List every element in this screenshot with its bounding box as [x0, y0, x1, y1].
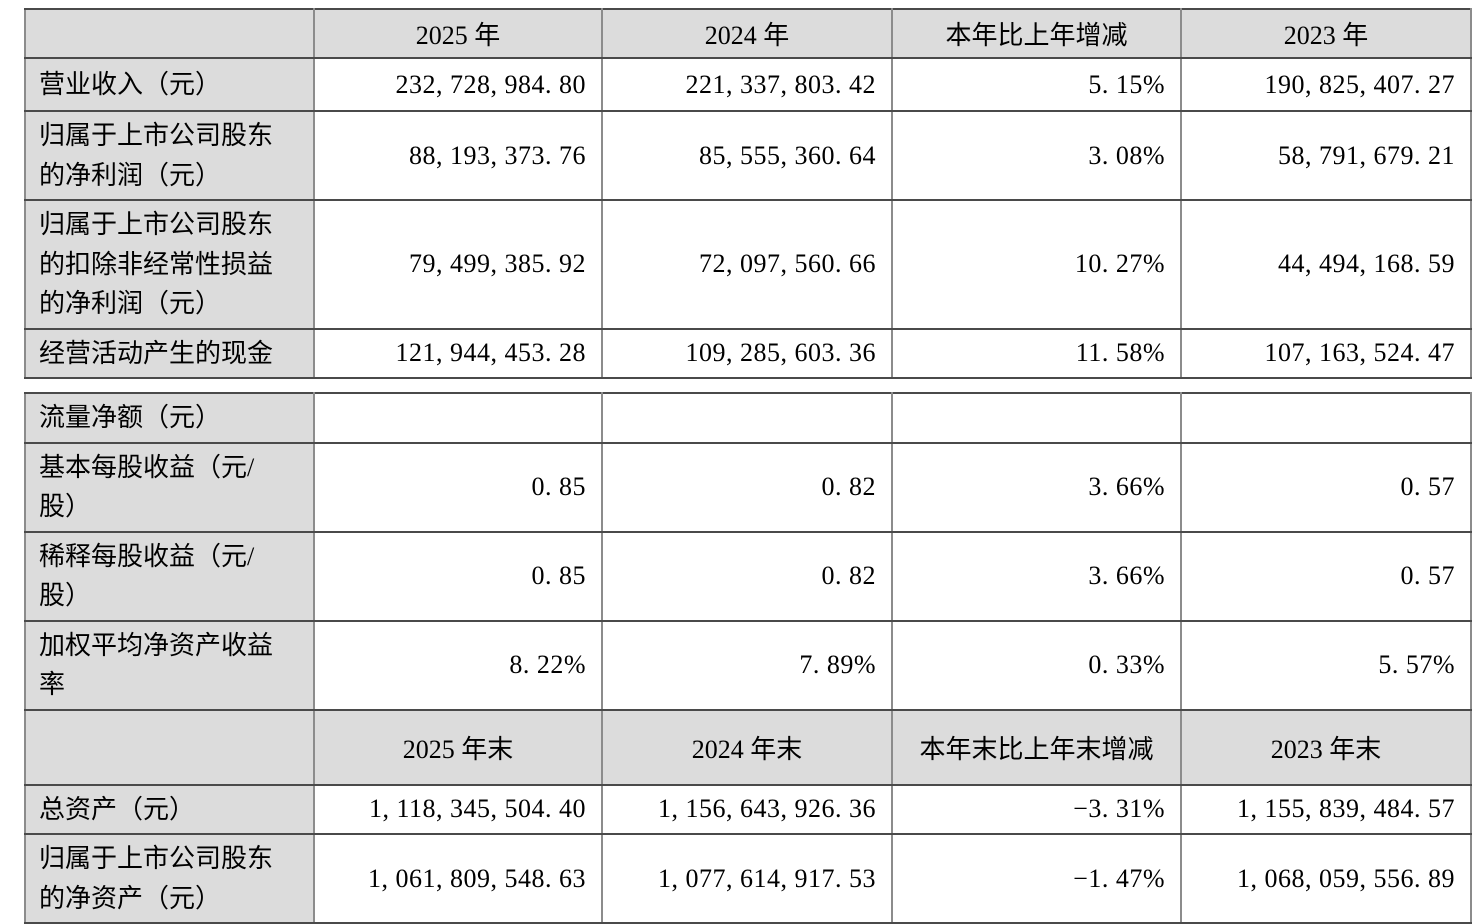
row-total-assets: 总资产（元） 1, 118, 345, 504. 40 1, 156, 643,… — [24, 783, 1472, 836]
value-2025: 0. 85 — [313, 441, 603, 533]
value-change: 10. 27% — [891, 199, 1182, 330]
value-2024: 72, 097, 560. 66 — [601, 199, 893, 330]
header-year-end-2023: 2023 年末 — [1180, 708, 1472, 786]
row-weighted-avg-roe: 加权平均净资产收益率 8. 22% 7. 89% 0. 33% 5. 57% — [24, 619, 1472, 711]
value-2025: 1, 118, 345, 504. 40 — [313, 783, 603, 836]
header-year-end-change: 本年末比上年末增减 — [891, 708, 1182, 786]
row-net-assets-attributable: 归属于上市公司股东的净资产（元） 1, 061, 809, 548. 63 1,… — [24, 833, 1472, 924]
financial-summary-table-lower: 流量净额（元） 基本每股收益（元/股） 0. 85 0. 82 3. 66% 0… — [24, 392, 1472, 924]
value-change — [891, 392, 1182, 444]
row-label: 归属于上市公司股东的净利润（元） — [24, 109, 315, 202]
value-2023: 107, 163, 524. 47 — [1180, 327, 1472, 380]
header-corner-cell — [24, 708, 315, 786]
row-label: 归属于上市公司股东的扣除非经常性损益的净利润（元） — [24, 199, 315, 330]
header-row-year-end: 2025 年末 2024 年末 本年末比上年末增减 2023 年末 — [24, 708, 1472, 786]
financial-summary-table-upper: 2025 年 2024 年 本年比上年增减 2023 年 营业收入（元） 232… — [24, 8, 1472, 380]
value-2024: 221, 337, 803. 42 — [601, 57, 893, 112]
value-2025: 79, 499, 385. 92 — [313, 199, 603, 330]
row-diluted-eps: 稀释每股收益（元/股） 0. 85 0. 82 3. 66% 0. 57 — [24, 530, 1472, 622]
row-label: 经营活动产生的现金 — [24, 327, 315, 380]
value-2025: 0. 85 — [313, 530, 603, 622]
header-year-end-2024: 2024 年末 — [601, 708, 893, 786]
value-2024: 1, 156, 643, 926. 36 — [601, 783, 893, 836]
value-2025: 1, 061, 809, 548. 63 — [313, 833, 603, 924]
value-2024: 109, 285, 603. 36 — [601, 327, 893, 380]
value-2024: 7. 89% — [601, 619, 893, 711]
value-2024: 1, 077, 614, 917. 53 — [601, 833, 893, 924]
value-change: −3. 31% — [891, 783, 1182, 836]
value-2023: 44, 494, 168. 59 — [1180, 199, 1472, 330]
value-change: 0. 33% — [891, 619, 1182, 711]
value-change: 3. 08% — [891, 109, 1182, 202]
row-operating-revenue: 营业收入（元） 232, 728, 984. 80 221, 337, 803.… — [24, 57, 1472, 112]
value-change: 5. 15% — [891, 57, 1182, 112]
value-change: 11. 58% — [891, 327, 1182, 380]
header-year-2025: 2025 年 — [313, 8, 603, 59]
row-operating-cash-flow: 经营活动产生的现金 121, 944, 453. 28 109, 285, 60… — [24, 327, 1472, 380]
value-change: −1. 47% — [891, 833, 1182, 924]
value-2023: 58, 791, 679. 21 — [1180, 109, 1472, 202]
row-label: 流量净额（元） — [24, 392, 315, 444]
financial-summary-page: 2025 年 2024 年 本年比上年增减 2023 年 营业收入（元） 232… — [24, 8, 1480, 924]
value-change: 3. 66% — [891, 441, 1182, 533]
value-2023: 0. 57 — [1180, 441, 1472, 533]
row-net-cash-flow-continued: 流量净额（元） — [24, 392, 1472, 444]
row-net-profit-attributable: 归属于上市公司股东的净利润（元） 88, 193, 373. 76 85, 55… — [24, 109, 1472, 202]
value-2023: 190, 825, 407. 27 — [1180, 57, 1472, 112]
header-row-annual: 2025 年 2024 年 本年比上年增减 2023 年 — [24, 8, 1472, 59]
value-2023: 1, 068, 059, 556. 89 — [1180, 833, 1472, 924]
header-corner-cell — [24, 8, 315, 59]
value-2023: 0. 57 — [1180, 530, 1472, 622]
row-basic-eps: 基本每股收益（元/股） 0. 85 0. 82 3. 66% 0. 57 — [24, 441, 1472, 533]
value-2023 — [1180, 392, 1472, 444]
value-change: 3. 66% — [891, 530, 1182, 622]
table-section-gap — [24, 379, 1480, 393]
row-label: 稀释每股收益（元/股） — [24, 530, 315, 622]
row-label: 加权平均净资产收益率 — [24, 619, 315, 711]
header-yoy-change: 本年比上年增减 — [891, 8, 1182, 59]
value-2024: 0. 82 — [601, 530, 893, 622]
row-label: 归属于上市公司股东的净资产（元） — [24, 833, 315, 924]
header-year-2024: 2024 年 — [601, 8, 893, 59]
header-year-end-2025: 2025 年末 — [313, 708, 603, 786]
value-2025 — [313, 392, 603, 444]
value-2025: 232, 728, 984. 80 — [313, 57, 603, 112]
value-2025: 88, 193, 373. 76 — [313, 109, 603, 202]
row-label: 总资产（元） — [24, 783, 315, 836]
value-2025: 8. 22% — [313, 619, 603, 711]
value-2024: 0. 82 — [601, 441, 893, 533]
value-2025: 121, 944, 453. 28 — [313, 327, 603, 380]
value-2024 — [601, 392, 893, 444]
row-net-profit-excl-nonrecurring: 归属于上市公司股东的扣除非经常性损益的净利润（元） 79, 499, 385. … — [24, 199, 1472, 330]
row-label: 营业收入（元） — [24, 57, 315, 112]
value-2023: 5. 57% — [1180, 619, 1472, 711]
value-2024: 85, 555, 360. 64 — [601, 109, 893, 202]
value-2023: 1, 155, 839, 484. 57 — [1180, 783, 1472, 836]
row-label: 基本每股收益（元/股） — [24, 441, 315, 533]
header-year-2023: 2023 年 — [1180, 8, 1472, 59]
